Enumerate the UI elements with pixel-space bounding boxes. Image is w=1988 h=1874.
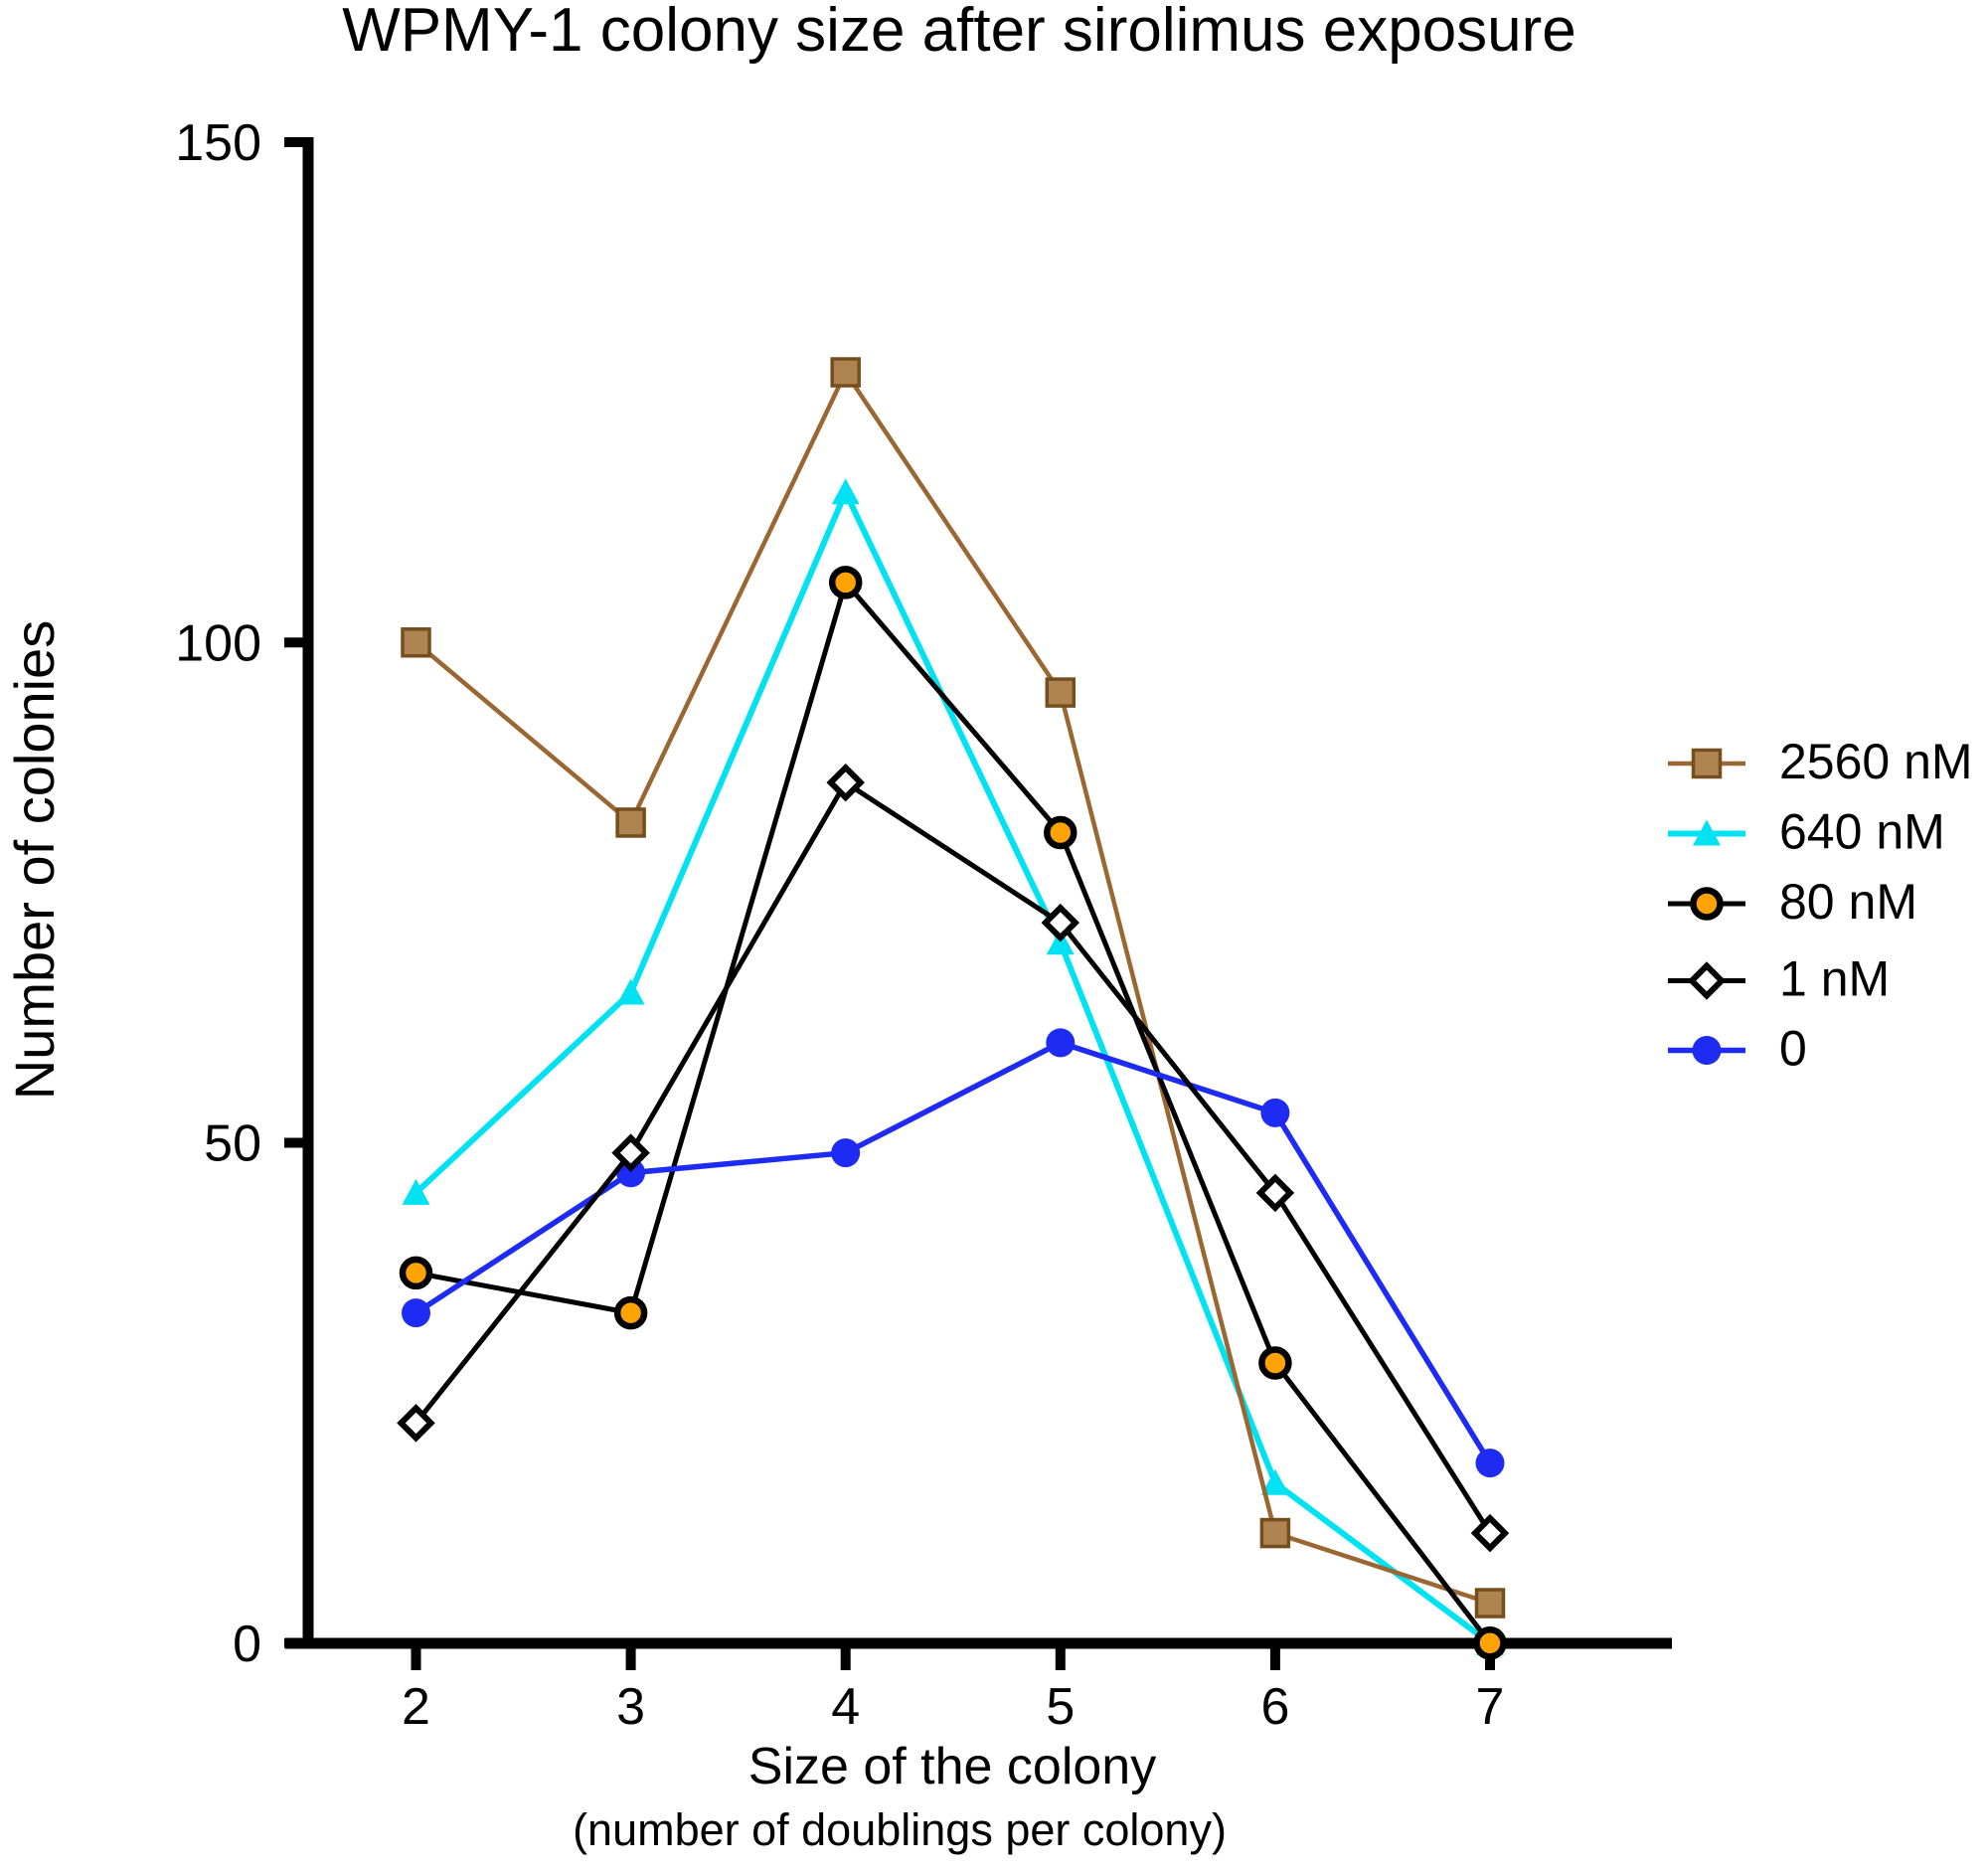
marker-0 <box>831 1138 861 1168</box>
series-0 <box>402 1028 1505 1478</box>
marker-2560-nm <box>1045 677 1077 708</box>
legend-label-1-nm: 1 nM <box>1779 951 1890 1007</box>
marker-0 <box>402 1298 430 1328</box>
marker-640-nm <box>616 978 645 1005</box>
series-1-nm <box>397 763 1510 1553</box>
series-80-nm <box>399 566 1507 1660</box>
chart-title: WPMY-1 colony size after sirolimus expos… <box>342 0 1576 65</box>
series <box>397 357 1510 1660</box>
x-tick-label: 2 <box>402 1678 430 1736</box>
x-tick-label: 5 <box>1046 1678 1075 1736</box>
marker-640-nm <box>831 478 860 505</box>
x-tick-label: 6 <box>1260 1678 1289 1736</box>
axes: 0 50 100 150 2 3 4 5 6 7 <box>175 114 1672 1736</box>
legend-item-2560-nm: 2560 nM <box>1668 734 1973 789</box>
series-line-640-nm <box>414 485 1492 1646</box>
legend-marker-0 <box>1692 1036 1722 1065</box>
legend-marker-2560-nm <box>1691 748 1723 779</box>
marker-80-nm <box>828 566 863 599</box>
x-tick-label: 4 <box>831 1678 860 1736</box>
marker-1-nm <box>397 1404 435 1443</box>
legend-marker-80-nm <box>1690 887 1724 921</box>
marker-1-nm <box>1470 1513 1510 1553</box>
y-tick-label: 100 <box>175 614 261 672</box>
series-line-80-nm <box>415 577 1492 1645</box>
marker-2560-nm <box>615 807 646 838</box>
marker-0 <box>1046 1028 1076 1058</box>
x-tick-label: 3 <box>616 1678 645 1736</box>
y-tick-label: 50 <box>204 1115 261 1173</box>
y-tick-label: 0 <box>233 1616 261 1673</box>
marker-80-nm <box>1044 815 1077 850</box>
marker-80-nm <box>1258 1346 1292 1380</box>
marker-640-nm <box>402 1178 430 1205</box>
series-640-nm <box>402 478 1504 1655</box>
marker-1-nm <box>1041 903 1080 942</box>
series-line-0 <box>414 1039 1493 1465</box>
marker-1-nm <box>611 1133 650 1172</box>
x-axis-title-line1: Size of the colony <box>748 1738 1156 1795</box>
marker-0 <box>1260 1098 1290 1127</box>
series-2560-nm <box>401 357 1506 1618</box>
series-line-2560-nm <box>414 367 1491 1606</box>
marker-1-nm <box>826 763 865 802</box>
legend-item-0: 0 <box>1668 1021 1807 1077</box>
legend-label-80-nm: 80 nM <box>1779 874 1917 930</box>
x-axis-title-line2: (number of doublings per colony) <box>573 1804 1227 1855</box>
series-line-1-nm <box>414 778 1493 1535</box>
y-tick-label: 150 <box>175 114 261 172</box>
marker-80-nm <box>613 1295 648 1330</box>
marker-80-nm <box>1473 1626 1507 1660</box>
legend-marker-640-nm <box>1693 819 1721 846</box>
x-tick-label: 7 <box>1476 1678 1505 1736</box>
y-axis-title: Number of colonies <box>3 620 66 1100</box>
legend-item-80-nm: 80 nM <box>1668 874 1917 930</box>
marker-0 <box>1475 1448 1505 1478</box>
marker-2560-nm <box>1259 1517 1291 1549</box>
legend-label-0: 0 <box>1779 1021 1807 1077</box>
legend-label-2560-nm: 2560 nM <box>1779 734 1973 789</box>
marker-2560-nm <box>1474 1588 1506 1618</box>
marker-1-nm <box>1255 1173 1295 1213</box>
legend-item-1-nm: 1 nM <box>1668 951 1890 1007</box>
marker-80-nm <box>399 1256 433 1290</box>
legend-label-640-nm: 640 nM <box>1779 804 1945 860</box>
legend: 2560 nM 640 nM 80 nM 1 nM 0 <box>1668 734 1973 1077</box>
marker-2560-nm <box>401 627 431 658</box>
legend-item-640-nm: 640 nM <box>1668 804 1945 860</box>
marker-640-nm <box>1260 1468 1289 1495</box>
legend-marker-1-nm <box>1687 961 1727 1000</box>
marker-2560-nm <box>830 357 861 388</box>
